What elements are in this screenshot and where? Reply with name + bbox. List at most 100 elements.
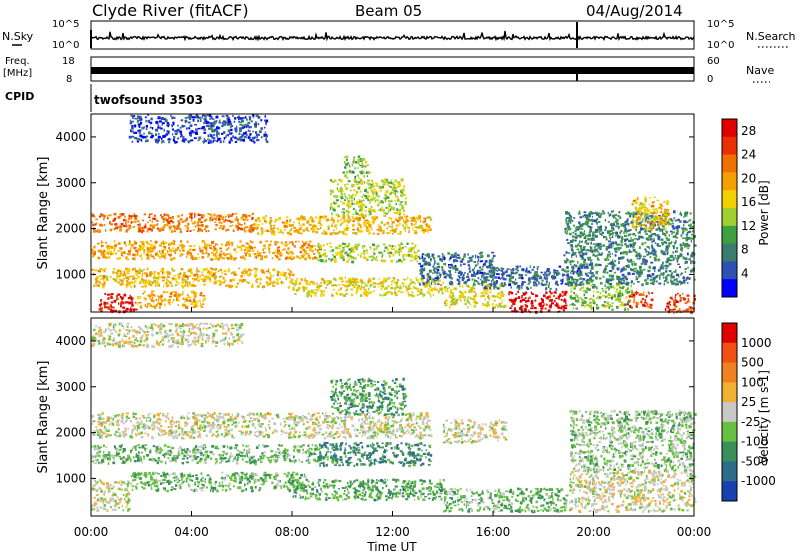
heatmap-cell — [615, 235, 617, 237]
heatmap-cell — [627, 230, 631, 232]
heatmap-cell — [660, 205, 663, 208]
heatmap-cell — [473, 290, 476, 293]
heatmap-cell — [549, 306, 552, 309]
heatmap-cell — [385, 292, 389, 295]
heatmap-cell — [668, 223, 670, 226]
heatmap-cell — [222, 140, 225, 143]
heatmap-cell — [111, 293, 114, 296]
heatmap-cell — [155, 121, 159, 124]
heatmap-cell — [611, 210, 613, 213]
heatmap-cell — [209, 213, 213, 216]
heatmap-cell — [634, 234, 637, 237]
heatmap-cell — [516, 310, 519, 313]
heatmap-cell — [665, 279, 667, 282]
heatmap-cell — [248, 227, 252, 230]
heatmap-cell — [564, 298, 566, 301]
heatmap-cell — [154, 240, 158, 244]
heatmap-cell — [574, 244, 578, 248]
heatmap-cell — [606, 230, 610, 233]
heatmap-cell — [364, 206, 367, 208]
heatmap-cell — [525, 304, 528, 308]
heatmap-cell — [316, 228, 320, 230]
heatmap-cell — [193, 304, 197, 308]
heatmap-cell — [569, 221, 572, 224]
heatmap-cell — [369, 186, 372, 189]
heatmap-cell — [650, 298, 654, 302]
heatmap-cell — [222, 225, 226, 229]
heatmap-cell — [448, 265, 450, 268]
heatmap-cell — [474, 274, 476, 277]
heatmap-cell — [256, 281, 258, 284]
heatmap-cell — [163, 303, 166, 306]
heatmap-cell — [265, 221, 268, 224]
heatmap-cell — [662, 232, 665, 235]
heatmap-cell — [354, 202, 356, 205]
heatmap-cell — [305, 242, 307, 245]
heatmap-cell — [673, 300, 676, 304]
heatmap-cell — [373, 185, 375, 188]
heatmap-cell — [620, 269, 624, 272]
heatmap-cell — [689, 223, 692, 227]
heatmap-cell — [679, 254, 683, 257]
heatmap-cell — [342, 247, 345, 249]
heatmap-cell — [462, 292, 465, 295]
heatmap-cell — [145, 253, 149, 256]
heatmap-cell — [211, 215, 213, 219]
heatmap-cell — [209, 141, 213, 144]
heatmap-cell — [346, 245, 349, 248]
heatmap-cell — [241, 215, 244, 218]
heatmap-cell — [182, 249, 185, 252]
heatmap-cell — [589, 245, 591, 248]
heatmap-cell — [519, 307, 522, 310]
heatmap-cell — [436, 271, 438, 275]
heatmap-cell — [625, 296, 628, 299]
heatmap-cell — [155, 252, 157, 256]
heatmap-cell — [277, 252, 281, 255]
heatmap-cell — [329, 206, 333, 209]
heatmap-cell — [381, 251, 383, 255]
heatmap-cell — [620, 294, 622, 298]
heatmap-cell — [363, 288, 367, 292]
heatmap-cell — [281, 253, 283, 256]
heatmap-cell — [108, 214, 112, 217]
heatmap-cell — [237, 229, 240, 231]
heatmap-cell — [276, 278, 279, 281]
heatmap-cell — [357, 205, 361, 208]
heatmap-cell — [240, 248, 243, 252]
heatmap-cell — [312, 229, 316, 231]
heatmap-cell — [558, 310, 561, 313]
heatmap-cell — [679, 297, 683, 300]
heatmap-cell — [589, 229, 592, 233]
heatmap-cell — [651, 225, 654, 228]
heatmap-cell — [570, 278, 574, 281]
heatmap-cell — [394, 281, 396, 284]
heatmap-cell — [287, 257, 289, 260]
heatmap-cell — [304, 279, 306, 282]
heatmap-cell — [654, 234, 657, 237]
heatmap-cell — [130, 285, 133, 289]
heatmap-cell — [203, 275, 207, 279]
beam-title: Beam 05 — [355, 2, 422, 20]
heatmap-cell — [216, 130, 219, 134]
heatmap-cell — [193, 273, 197, 277]
heatmap-cell — [288, 241, 291, 245]
heatmap-cell — [288, 247, 290, 250]
heatmap-cell — [597, 228, 600, 231]
heatmap-cell — [192, 280, 195, 283]
heatmap-cell — [99, 268, 103, 270]
heatmap-cell — [114, 223, 117, 226]
heatmap-cell — [572, 224, 576, 227]
heatmap-cell — [129, 119, 132, 122]
heatmap-cell — [285, 257, 287, 260]
heatmap-cell — [414, 244, 417, 247]
heatmap-cell — [686, 252, 689, 256]
heatmap-cell — [250, 226, 253, 229]
heatmap-cell — [565, 218, 567, 221]
heatmap-cell — [355, 212, 359, 215]
heatmap-cell — [170, 242, 172, 245]
heatmap-cell — [345, 227, 349, 229]
heatmap-cell — [318, 255, 322, 258]
heatmap-cell — [650, 304, 652, 308]
heatmap-cell — [387, 200, 390, 202]
heatmap-cell — [220, 280, 222, 284]
